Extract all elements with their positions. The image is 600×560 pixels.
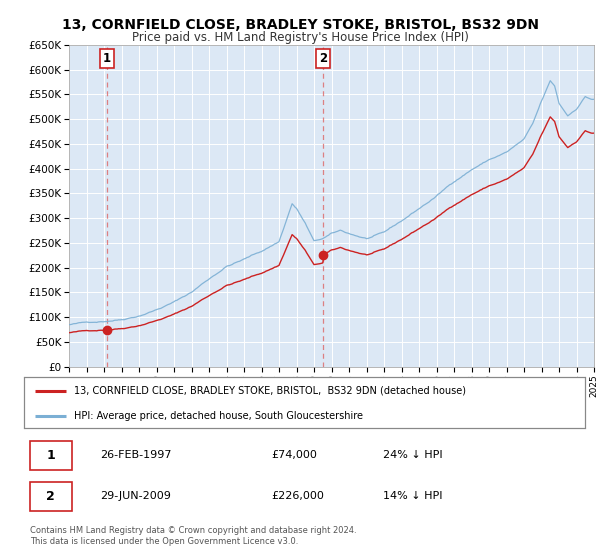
Text: Price paid vs. HM Land Registry's House Price Index (HPI): Price paid vs. HM Land Registry's House … bbox=[131, 31, 469, 44]
Text: 2: 2 bbox=[319, 52, 327, 65]
Text: Contains HM Land Registry data © Crown copyright and database right 2024.
This d: Contains HM Land Registry data © Crown c… bbox=[30, 526, 356, 546]
Text: 1: 1 bbox=[46, 449, 55, 461]
Text: £74,000: £74,000 bbox=[271, 450, 317, 460]
Text: 14% ↓ HPI: 14% ↓ HPI bbox=[383, 491, 443, 501]
Text: 29-JUN-2009: 29-JUN-2009 bbox=[100, 491, 170, 501]
Text: 1: 1 bbox=[103, 52, 110, 65]
Text: HPI: Average price, detached house, South Gloucestershire: HPI: Average price, detached house, Sout… bbox=[74, 411, 364, 421]
Text: 13, CORNFIELD CLOSE, BRADLEY STOKE, BRISTOL, BS32 9DN: 13, CORNFIELD CLOSE, BRADLEY STOKE, BRIS… bbox=[62, 18, 539, 32]
Text: 2: 2 bbox=[46, 489, 55, 503]
Bar bbox=[29, 441, 71, 470]
Text: 24% ↓ HPI: 24% ↓ HPI bbox=[383, 450, 443, 460]
Bar bbox=[29, 482, 71, 511]
Text: 13, CORNFIELD CLOSE, BRADLEY STOKE, BRISTOL,  BS32 9DN (detached house): 13, CORNFIELD CLOSE, BRADLEY STOKE, BRIS… bbox=[74, 386, 466, 396]
Text: 26-FEB-1997: 26-FEB-1997 bbox=[100, 450, 171, 460]
Text: £226,000: £226,000 bbox=[271, 491, 324, 501]
